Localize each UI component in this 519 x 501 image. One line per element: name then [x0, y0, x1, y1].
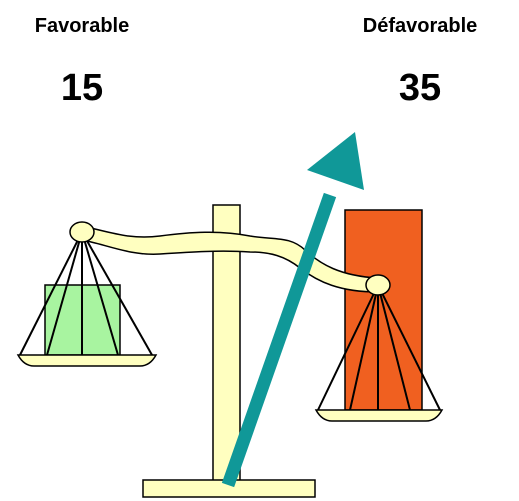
right-pan: [316, 410, 442, 421]
arrow-head: [307, 132, 364, 190]
right-value: 35: [399, 67, 441, 109]
balance-diagram: Favorable 15 Défavorable 35: [0, 0, 519, 501]
right-label: Défavorable: [363, 15, 478, 37]
left-pan: [18, 355, 156, 366]
left-label: Favorable: [35, 15, 129, 37]
left-knot: [70, 222, 94, 242]
right-knot: [366, 275, 390, 295]
left-value: 15: [61, 67, 103, 109]
